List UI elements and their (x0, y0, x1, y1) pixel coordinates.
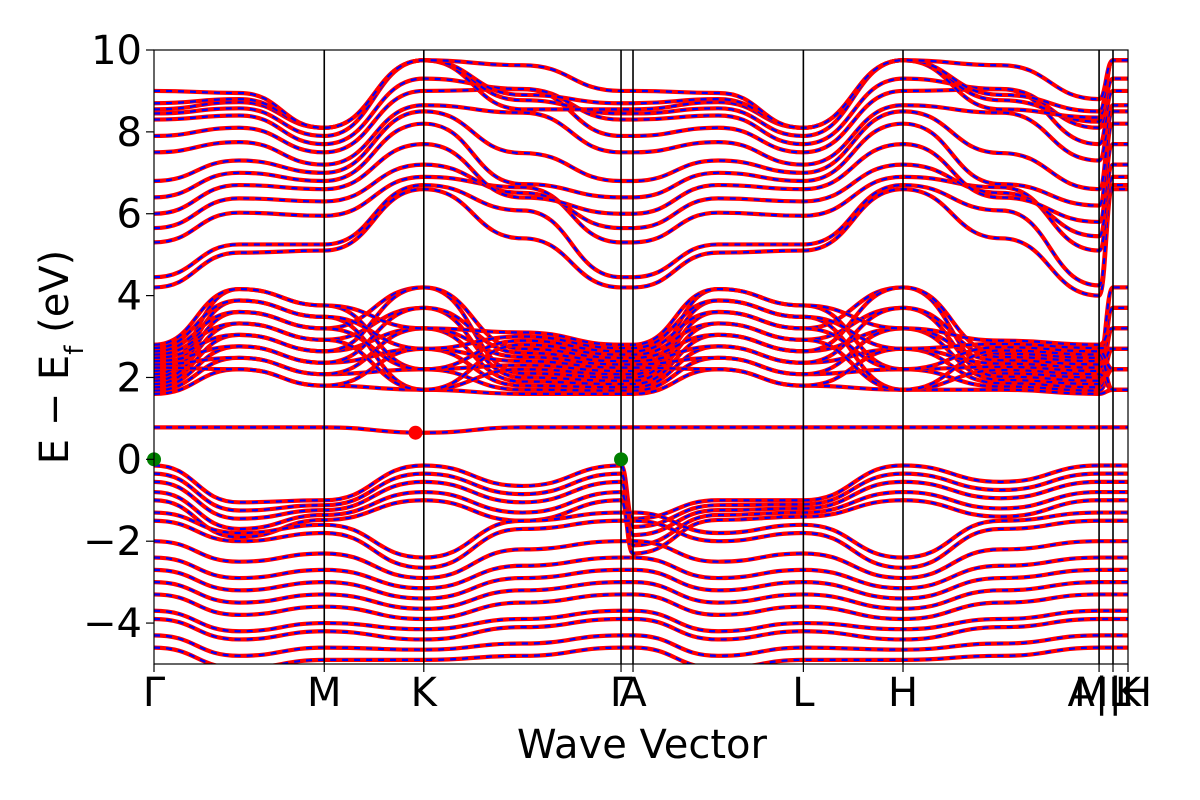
x-tick-label: K (1115, 670, 1143, 716)
spin-down-band (154, 426, 1128, 434)
vbm-marker (614, 452, 629, 467)
spin-down-band (154, 581, 1128, 610)
x-tick-label: K (411, 670, 439, 716)
spin-down-band (154, 286, 1128, 379)
y-axis-title-subscript: f (60, 345, 90, 355)
spin-down-band (154, 163, 1128, 238)
x-tick-label: M|H (1074, 670, 1152, 716)
spin-down-band (154, 519, 1128, 569)
spin-down-band (154, 77, 1128, 146)
high-symmetry-lines (323, 50, 1114, 664)
x-tick-label: H (888, 670, 918, 716)
spin-up-band (154, 326, 1128, 377)
spin-up-band (154, 142, 1128, 225)
y-axis-title-suffix: (eV) (32, 250, 78, 346)
spin-down-band (154, 175, 1128, 252)
spin-up-band (154, 305, 1128, 365)
spin-down-band (154, 122, 1128, 207)
y-axis-ticks: −4 −2 0 2 4 6 8 10 (83, 28, 154, 647)
x-tick-label: Γ (143, 670, 166, 716)
spin-down-band (154, 59, 1128, 138)
x-tick-label: A (619, 670, 647, 716)
spin-down-band (154, 104, 1128, 166)
spin-down-band (154, 593, 1128, 621)
x-axis-ticks: Γ M K ΓA L H A|LM|HK (143, 664, 1152, 716)
x-axis-title: Wave Vector (517, 722, 768, 768)
spin-up-band (154, 285, 1128, 360)
spin-down-band (154, 322, 1128, 391)
spin-down-band (154, 183, 1128, 287)
y-tick-label: 2 (117, 355, 142, 401)
spin-down-band (154, 110, 1128, 191)
y-tick-label: 10 (91, 28, 142, 74)
spin-down-band (154, 368, 1128, 395)
spin-down-band (154, 499, 1128, 555)
y-tick-label: −4 (83, 601, 142, 647)
x-tick-label: M (307, 670, 342, 716)
y-tick-label: 8 (117, 110, 142, 156)
spin-down-band (154, 299, 1128, 350)
cbm-marker (408, 425, 423, 440)
y-tick-label: 6 (117, 192, 142, 238)
y-tick-label: 4 (117, 274, 142, 320)
band-edge-markers (147, 425, 629, 467)
spin-down-band (154, 556, 1128, 590)
y-axis-title-base: E − E (32, 355, 78, 465)
x-tick-label: Γ (610, 670, 633, 716)
x-tick-label: A|L (1068, 670, 1132, 716)
y-tick-label: 0 (117, 437, 142, 483)
spin-down-band (154, 88, 1128, 154)
spin-down-band (154, 347, 1128, 387)
x-tick-label: L (792, 670, 815, 716)
spin-down-band (154, 188, 1128, 297)
plot-frame (153, 49, 1129, 665)
spin-down-band (154, 568, 1128, 600)
spin-down-band (154, 59, 1128, 129)
y-axis-title: E − Ef (eV) (32, 250, 90, 465)
y-tick-label: −2 (83, 519, 142, 565)
